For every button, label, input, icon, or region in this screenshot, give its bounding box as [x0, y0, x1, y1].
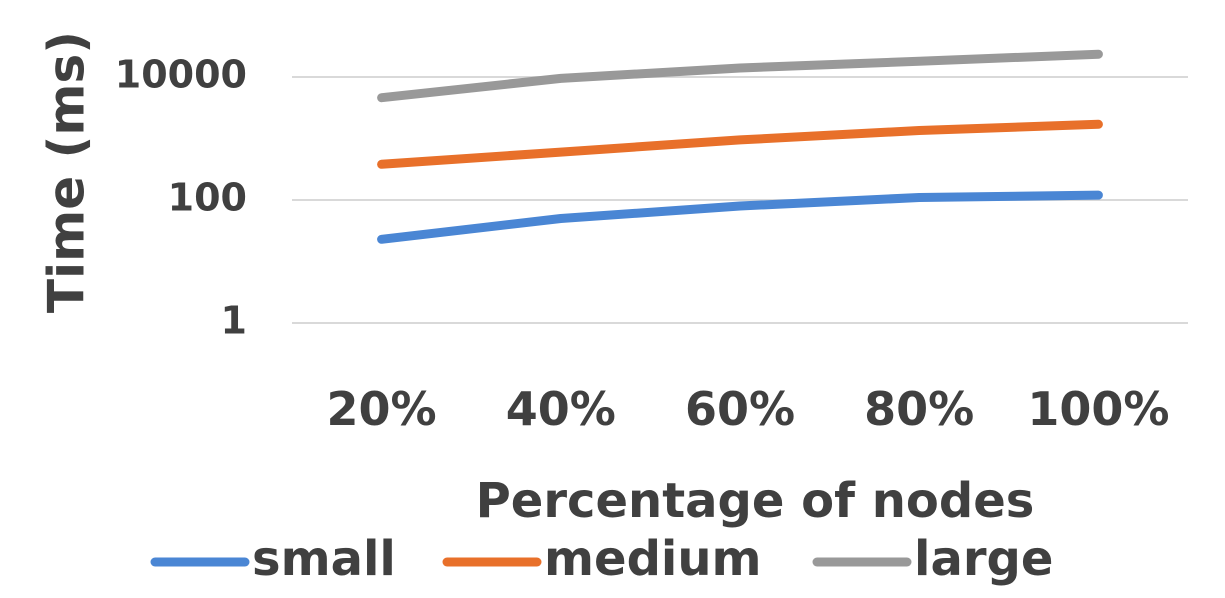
- y-tick-label: 100: [168, 176, 247, 220]
- y-tick-label: 1: [221, 299, 247, 343]
- x-tick-labels: 20% 40% 60% 80% 100%: [327, 382, 1170, 436]
- legend-label-small: small: [252, 531, 396, 587]
- legend-label-medium: medium: [544, 531, 762, 587]
- x-tick-label: 20%: [327, 382, 437, 436]
- x-tick-label: 80%: [864, 382, 974, 436]
- x-axis-title: Percentage of nodes: [476, 473, 1035, 529]
- x-tick-label: 60%: [685, 382, 795, 436]
- legend: small medium large: [150, 531, 1053, 587]
- y-tick-label: 10000: [115, 53, 247, 97]
- series-line-small: [377, 190, 1103, 244]
- legend-label-large: large: [914, 531, 1053, 587]
- y-axis-title: Time (ms): [38, 31, 96, 313]
- x-tick-label: 40%: [506, 382, 616, 436]
- series-lines: [377, 49, 1103, 244]
- y-tick-labels: 1 100 10000: [115, 53, 247, 343]
- series-line-large: [377, 49, 1103, 103]
- x-tick-label: 100%: [1027, 382, 1169, 436]
- series-line-medium: [377, 119, 1103, 169]
